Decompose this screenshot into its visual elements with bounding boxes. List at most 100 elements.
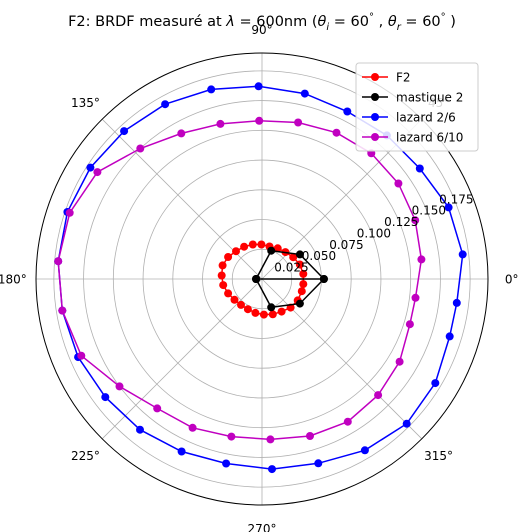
data-point <box>255 116 264 125</box>
legend-marker <box>371 113 379 121</box>
data-point <box>273 244 282 253</box>
data-point <box>306 432 314 440</box>
data-point <box>444 203 453 212</box>
data-point <box>207 85 216 94</box>
radial-tick-label: 0.075 <box>329 238 363 252</box>
data-point <box>295 260 304 269</box>
data-point <box>218 261 227 270</box>
angle-tick-label: 90° <box>251 23 272 37</box>
data-point <box>101 393 110 402</box>
data-point <box>227 432 236 441</box>
data-point <box>415 164 424 173</box>
data-point <box>267 246 276 255</box>
data-point <box>248 240 257 249</box>
data-point <box>237 300 245 309</box>
data-point <box>332 128 341 137</box>
data-point <box>217 271 226 280</box>
angular-gridline <box>101 118 263 280</box>
data-point <box>319 275 328 283</box>
data-point <box>374 391 383 400</box>
data-point <box>177 447 186 456</box>
data-point <box>268 465 276 474</box>
data-point <box>289 253 298 262</box>
radial-tick-label: 0.175 <box>439 192 473 206</box>
legend-label: lazard 2/6 <box>396 111 456 125</box>
radial-tick-label: 0.025 <box>274 261 308 275</box>
data-point <box>417 255 426 264</box>
data-point <box>266 435 275 444</box>
data-point <box>216 119 225 128</box>
data-point <box>153 404 162 413</box>
data-point <box>411 216 420 225</box>
legend-label: F2 <box>396 71 411 85</box>
data-point <box>219 281 228 290</box>
angle-tick-label: 225° <box>71 449 100 463</box>
data-point <box>93 168 102 177</box>
data-point <box>161 100 170 109</box>
data-point <box>177 129 186 138</box>
radial-tick-label: 0.125 <box>384 215 418 229</box>
legend-label: mastique 2 <box>396 91 463 105</box>
data-point <box>54 257 63 266</box>
tick-labels: 0°45°90°135°180°225°270°315°0.0250.0500.… <box>0 23 519 532</box>
legend: F2 mastique 2 lazard 2/6 lazard 6/10 <box>355 62 479 152</box>
data-point <box>297 287 306 296</box>
data-point <box>136 144 145 153</box>
data-point <box>268 310 277 319</box>
data-point <box>445 332 454 341</box>
angle-tick-label: 315° <box>424 449 453 463</box>
data-point <box>65 208 74 217</box>
data-point <box>395 357 404 366</box>
series-line-lazard-6-10 <box>57 120 423 441</box>
data-point <box>295 299 304 308</box>
series-layer <box>54 82 467 474</box>
data-point <box>240 242 249 251</box>
radial-tick-label: 0.100 <box>357 226 391 240</box>
data-point <box>254 82 263 91</box>
angle-tick-label: 135° <box>71 96 100 110</box>
legend-marker <box>371 73 379 81</box>
polar-grid <box>35 52 489 506</box>
legend-marker <box>371 133 379 141</box>
data-point <box>411 293 420 302</box>
data-point <box>136 425 144 434</box>
data-point <box>224 289 233 298</box>
legend-marker <box>371 93 379 101</box>
data-point <box>224 253 233 261</box>
plot-frame <box>35 52 489 506</box>
data-point <box>299 269 308 278</box>
data-point <box>314 459 323 468</box>
data-point <box>458 250 467 259</box>
data-point <box>405 320 414 329</box>
data-point <box>188 423 197 432</box>
data-point <box>299 280 308 289</box>
data-point <box>232 247 240 256</box>
data-point <box>343 107 352 116</box>
data-point <box>257 240 266 249</box>
data-point <box>300 89 309 98</box>
data-point <box>294 118 303 127</box>
legend-label: lazard 6/10 <box>396 131 463 145</box>
data-point <box>252 275 261 283</box>
legend-frame <box>355 62 479 152</box>
data-point <box>230 295 239 304</box>
data-point <box>360 446 369 455</box>
data-point <box>58 306 67 315</box>
angle-tick-label: 180° <box>0 273 27 287</box>
angular-gridline <box>101 278 263 440</box>
data-point <box>243 305 252 314</box>
data-point <box>120 127 129 136</box>
data-point <box>452 298 461 307</box>
data-point <box>267 303 276 312</box>
data-point <box>402 419 411 428</box>
radial-tick-label: 0.050 <box>302 249 336 263</box>
angle-tick-label: 270° <box>248 522 277 532</box>
angle-tick-label: 0° <box>505 273 519 287</box>
data-point <box>394 179 403 188</box>
data-point <box>277 307 286 316</box>
data-point <box>431 379 440 388</box>
radial-tick-label: 0.150 <box>412 204 446 218</box>
data-point <box>222 459 231 468</box>
data-point <box>343 417 352 426</box>
